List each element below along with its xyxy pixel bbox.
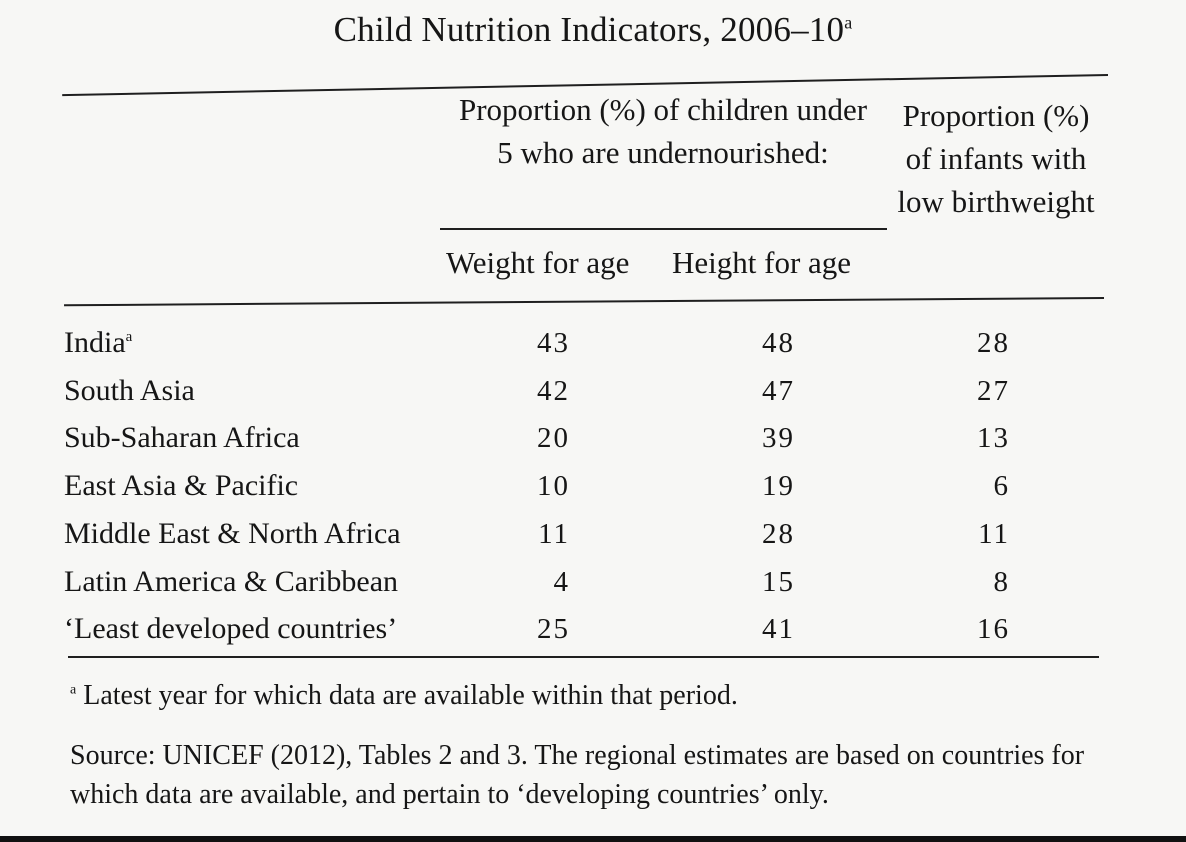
group-header-rule: [440, 228, 887, 230]
weight-for-age-cell: 11: [538, 518, 570, 550]
table-row: South Asia 42 47 27: [0, 368, 1186, 414]
region-name: South Asia: [64, 374, 195, 407]
region-name: Middle East & North Africa: [64, 517, 401, 550]
region-name: Latin America & Caribbean: [64, 565, 399, 598]
region-cell: East Asia & Pacific: [64, 463, 298, 509]
height-for-age-cell: 15: [762, 566, 795, 598]
region-cell: Sub-Saharan Africa: [64, 415, 300, 461]
footnote: a Latest year for which data are availab…: [70, 680, 738, 712]
header-low-birthweight: Proportion (%) of infants with low birth…: [897, 98, 1095, 219]
region-cell: Indiaa: [64, 320, 132, 366]
page-bottom-edge: [0, 836, 1186, 842]
header-height-for-age: Height for age: [672, 245, 852, 280]
footnote-text: Latest year for which data are available…: [83, 680, 738, 711]
low-birthweight-cell: 28: [977, 327, 1010, 359]
header-weight-for-age: Weight for age: [446, 245, 630, 280]
footnote-marker: a: [70, 682, 77, 698]
height-for-age-cell: 47: [762, 375, 795, 407]
low-birthweight-cell: 11: [978, 518, 1010, 550]
region-footnote-marker: a: [125, 329, 133, 345]
weight-for-age-cell: 43: [537, 327, 570, 359]
low-birthweight-cell: 27: [977, 375, 1010, 407]
low-birthweight-cell: 8: [993, 566, 1010, 598]
weight-for-age-cell: 25: [537, 613, 570, 645]
region-cell: Latin America & Caribbean: [64, 559, 398, 605]
height-for-age-cell: 39: [762, 422, 795, 454]
region-cell: South Asia: [64, 368, 195, 414]
table-row: Middle East & North Africa 11 28 11: [0, 511, 1186, 557]
top-rule-shadow: [62, 78, 1108, 79]
low-birthweight-cell: 6: [993, 470, 1010, 502]
table-row: East Asia & Pacific 10 19 6: [0, 463, 1186, 509]
region-name: ‘Least developed countries’: [64, 612, 398, 645]
region-name: East Asia & Pacific: [64, 469, 299, 502]
table-title-text: Child Nutrition Indicators, 2006–10: [333, 10, 845, 49]
title-footnote-marker: a: [844, 12, 853, 33]
weight-for-age-cell: 4: [553, 566, 570, 598]
table-row: Latin America & Caribbean 4 15 8: [0, 559, 1186, 605]
weight-for-age-cell: 20: [537, 422, 570, 454]
height-for-age-cell: 19: [762, 470, 795, 502]
weight-for-age-cell: 42: [537, 375, 570, 407]
header-undernourished-group: Proportion (%) of children under 5 who a…: [458, 92, 868, 170]
region-name: India: [64, 326, 126, 359]
weight-for-age-cell: 10: [537, 470, 570, 502]
height-for-age-cell: 41: [762, 613, 795, 645]
region-cell: ‘Least developed countries’: [64, 606, 397, 652]
bottom-rule: [68, 656, 1099, 658]
region-cell: Middle East & North Africa: [64, 511, 401, 557]
table-row: Sub-Saharan Africa 20 39 13: [0, 415, 1186, 461]
region-name: Sub-Saharan Africa: [64, 421, 300, 454]
table-row: Indiaa 43 48 28: [0, 320, 1186, 366]
table-row: ‘Least developed countries’ 25 41 16: [0, 606, 1186, 652]
height-for-age-cell: 48: [762, 327, 795, 359]
low-birthweight-cell: 13: [977, 422, 1010, 454]
height-for-age-cell: 28: [762, 518, 795, 550]
header-rule: [64, 297, 1105, 307]
table-title: Child Nutrition Indicators, 2006–10a: [0, 10, 1186, 50]
low-birthweight-cell: 16: [977, 613, 1010, 645]
source-note: Source: UNICEF (2012), Tables 2 and 3. T…: [70, 740, 1085, 810]
